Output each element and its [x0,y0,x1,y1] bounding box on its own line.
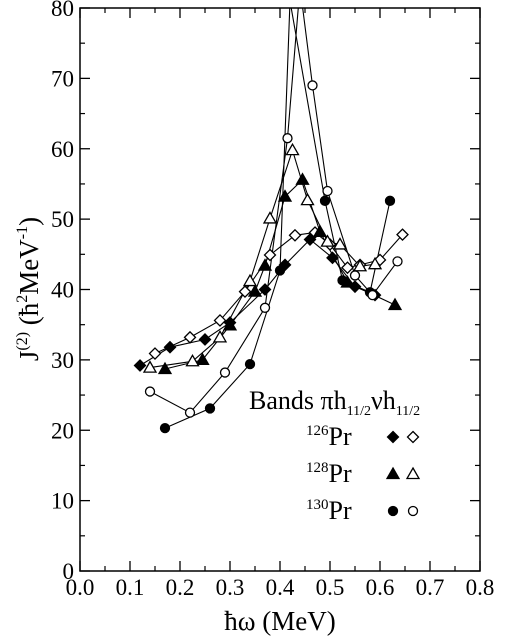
point-128Pr-triangle-open [262,211,278,224]
point-128Pr-triangle-open [320,234,335,247]
point-128Pr-triangle-open [367,256,383,270]
legend-marker-130-open [407,505,419,517]
y-tick-label: 60 [51,137,74,162]
point-126Pr-diamond-open [288,228,302,242]
point-130Pr-circle-filled [286,0,295,5]
legend-marker-128-open [405,466,421,480]
point-128Pr-triangle-filled [387,297,403,311]
point-128Pr-triangle-open [142,360,158,373]
point-130Pr-circle-open [392,256,403,267]
y-tick-label: 50 [51,207,74,232]
x-tick-label: 0.1 [116,575,145,600]
y-tick-label: 40 [51,278,74,303]
point-130Pr-circle-filled [204,403,216,414]
point-128Pr-triangle-open [332,237,348,250]
point-126Pr-diamond-open [238,285,252,299]
point-130Pr-circle-open [307,80,318,91]
series-line-130Pr-circle-open [149,8,398,414]
point-128Pr-triangle-filled [277,189,293,202]
point-128Pr-triangle-open [185,353,200,367]
point-126Pr-diamond-filled [258,283,272,296]
point-128Pr-triangle-filled [195,352,210,366]
legend: Bands πh11/2νh11/2 126Pr 128Pr 130Pr [249,386,420,525]
x-tick-label: 0.6 [366,575,395,600]
series-line-130Pr-circle-filled [164,8,391,429]
x-tick-label: 0.3 [216,575,245,600]
point-126Pr-diamond-filled [326,251,339,265]
x-tick-label: 0.2 [166,575,195,600]
y-tick-label: 10 [51,489,74,514]
legend-title: Bands πh11/2νh11/2 [249,386,420,419]
point-128Pr-triangle-filled [312,224,328,237]
point-128Pr-triangle-open [242,273,258,287]
point-126Pr-diamond-open [183,330,197,344]
legend-marker-130-filled [387,505,399,517]
x-axis-title: ħω (MeV) [224,606,336,636]
point-126Pr-diamond-open [341,261,354,275]
x-tick-label: 0.0 [66,575,95,600]
y-tick-label: 0 [63,559,75,584]
point-126Pr-diamond-filled [303,233,317,246]
legend-label-130Pr: 130Pr [306,496,352,525]
x-tick-label: 0.8 [466,575,495,600]
point-128Pr-triangle-filled [222,318,238,331]
point-126Pr-diamond-filled [163,340,177,354]
point-126Pr-diamond-filled [198,333,212,346]
point-130Pr-circle-filled [319,195,331,206]
y-axis: 0 10 20 30 40 50 60 70 80 [51,0,480,584]
plot-frame [79,7,481,572]
y-axis-title: J(2) (ħ2MeV-1) [14,217,44,361]
point-130Pr-circle-open [367,289,378,301]
point-126Pr-diamond-open [396,228,409,242]
point-130Pr-circle-open [322,185,333,197]
point-126Pr-diamond-filled [133,359,147,372]
point-128Pr-triangle-open [352,258,368,272]
y-tick-label: 70 [51,66,74,91]
point-128Pr-triangle-open [212,330,228,343]
legend-marker-128-filled [385,466,401,480]
point-130Pr-circle-open [259,302,271,313]
x-axis: 0.0 0.1 0.2 0.3 0.4 0.5 0.6 0.7 0.8 [66,8,495,600]
point-126Pr-diamond-open [263,248,277,262]
x-tick-label: 0.7 [416,575,445,600]
point-128Pr-triangle-filled [295,172,310,185]
point-130Pr-circle-open [184,407,196,418]
legend-marker-126-filled [386,430,400,444]
x-tick-label: 0.4 [266,575,295,600]
plot-markers [133,0,409,434]
y-tick-label: 20 [51,418,74,443]
point-130Pr-circle-open [144,386,156,397]
legend-label-126Pr: 126Pr [306,422,352,451]
y-tick-label: 30 [51,348,74,373]
point-130Pr-circle-open [282,133,293,144]
plot-lines [139,8,403,429]
point-130Pr-circle-filled [337,275,348,286]
point-130Pr-circle-open [219,367,231,378]
point-126Pr-diamond-open [213,314,227,327]
point-128Pr-triangle-open [300,192,315,206]
point-126Pr-diamond-open [148,347,162,360]
y-tick-label: 80 [51,0,74,21]
x-tick-label: 0.5 [316,575,345,600]
point-128Pr-triangle-filled [157,361,173,375]
point-128Pr-triangle-filled [247,284,263,297]
point-130Pr-circle-filled [159,422,171,434]
point-130Pr-circle-filled [274,265,286,276]
point-130Pr-circle-filled [384,195,396,206]
point-128Pr-triangle-filled [257,258,273,271]
point-128Pr-triangle-open [285,142,300,156]
series-line-126Pr-diamond-filled [139,238,376,366]
legend-marker-126-open [406,430,420,444]
legend-label-128Pr: 128Pr [306,459,352,488]
point-130Pr-circle-open [349,270,361,281]
point-130Pr-circle-filled [244,358,256,370]
